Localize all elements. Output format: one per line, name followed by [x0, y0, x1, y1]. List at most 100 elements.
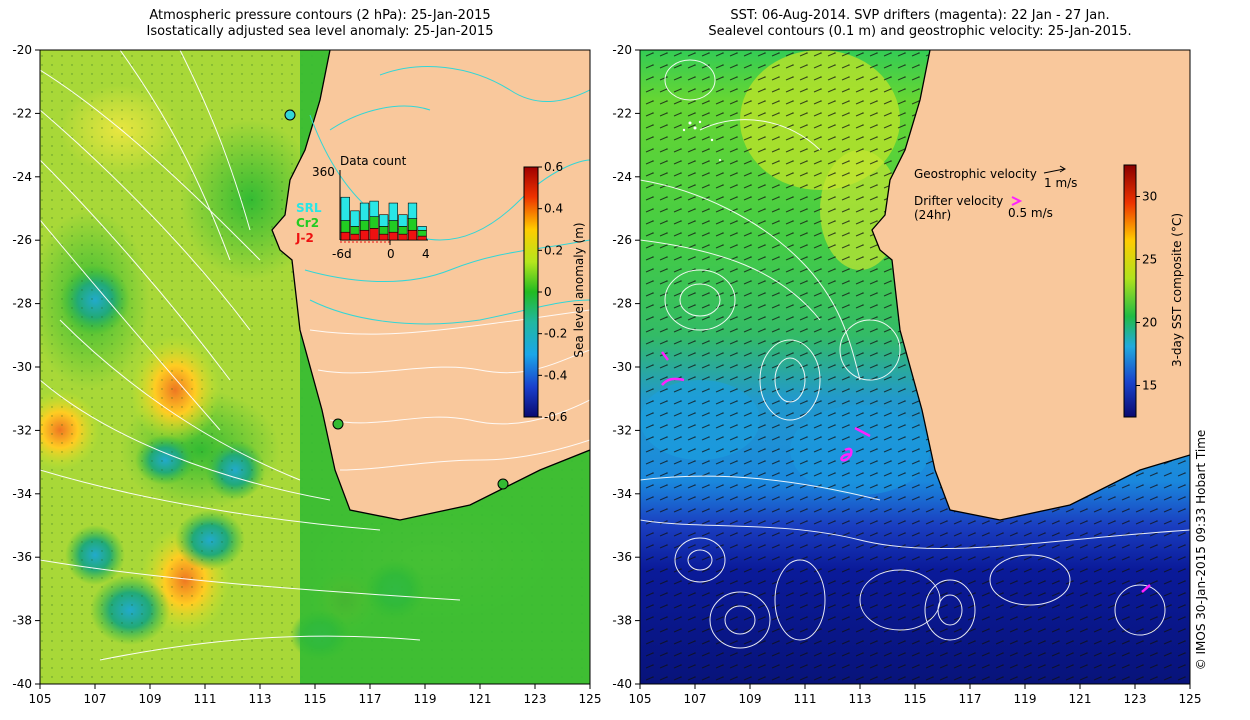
- y-tick-label: -30: [612, 360, 632, 374]
- x-tick-label: 105: [29, 692, 52, 706]
- y-tick-label: -24: [12, 170, 32, 184]
- sla-tick-label: 0: [544, 285, 552, 299]
- inset-ymax-label: 360: [312, 165, 335, 179]
- inset-xlabel-zero: 0: [387, 247, 395, 261]
- y-tick-label: -40: [612, 677, 632, 691]
- inset-bars: [340, 196, 427, 241]
- y-tick-label: -26: [612, 233, 632, 247]
- inset-bar-j2: [398, 233, 408, 241]
- x-tick-label: 113: [249, 692, 272, 706]
- geostrophic-arrow-icon: [1043, 168, 1065, 174]
- sst-colorbar: 30 25 20 15 3-day SST composite (°C): [1123, 164, 1184, 418]
- y-tick-label: -40: [12, 677, 32, 691]
- x-tick-label: 113: [849, 692, 872, 706]
- x-tick-label: 115: [304, 692, 327, 706]
- x-tick-label: 109: [139, 692, 162, 706]
- left-map-title: Atmospheric pressure contours (2 hPa): 2…: [40, 8, 600, 40]
- coastline-right: [871, 50, 1190, 521]
- y-tick-label: -36: [612, 550, 632, 564]
- y-tick-label: -32: [12, 423, 32, 437]
- drifter-velocity-sub: (24hr): [914, 208, 951, 222]
- inset-bar-j2: [340, 231, 350, 241]
- y-tick-label: -32: [612, 423, 632, 437]
- y-tick-label: -22: [612, 106, 632, 120]
- legend-srl: SRL: [296, 201, 322, 215]
- drifter-velocity-value: 0.5 m/s: [1008, 206, 1053, 220]
- x-tick-label: 109: [739, 692, 762, 706]
- x-tick-label: 107: [684, 692, 707, 706]
- inset-bar-srl: [340, 196, 350, 221]
- sla-tick-label: -0.6: [544, 410, 567, 424]
- inset-title: Data count: [340, 154, 407, 168]
- geostrophic-velocity-label: Geostrophic velocity: [914, 167, 1037, 181]
- sst-tick-label: 30: [1142, 190, 1157, 204]
- y-tick-label: -36: [12, 550, 32, 564]
- sla-coastal-band: [292, 50, 590, 684]
- sla-tick-label: 0.2: [544, 243, 563, 257]
- x-tick-label: 121: [1069, 692, 1092, 706]
- y-tick-label: -24: [612, 170, 632, 184]
- svp-drifter-tracks: [661, 351, 1151, 593]
- sla-tick-label: -0.4: [544, 368, 567, 382]
- inset-bar-cr2: [417, 229, 427, 237]
- data-count-inset: Data count 360 -6d 0 4 SRL Cr2 J-2: [295, 154, 430, 261]
- copyright-text: © IMOS 30-Jan-2015 09:33 Hobart Time: [1194, 430, 1208, 671]
- sla-tick-label: 0.4: [544, 202, 563, 216]
- sst-colorbar-label: 3-day SST composite (°C): [1170, 213, 1184, 367]
- inset-bar-j2: [417, 235, 427, 241]
- y-tick-label: -20: [12, 43, 32, 57]
- inset-bar-srl: [359, 202, 370, 221]
- sla-colorbar-label: Sea level anomaly (m): [572, 222, 586, 357]
- coastline: [271, 50, 590, 521]
- x-tick-label: 117: [959, 692, 982, 706]
- sla-tick-label: -0.2: [544, 327, 567, 341]
- inset-bar-cr2: [379, 226, 389, 235]
- y-tick-label: -20: [612, 43, 632, 57]
- inset-bar-cr2: [369, 216, 379, 229]
- y-tick-label: -38: [12, 614, 32, 628]
- drifter-arrow-icon: [1011, 196, 1023, 206]
- right-title-line2: Sealevel contours (0.1 m) and geostrophi…: [708, 24, 1132, 39]
- x-tick-label: 111: [794, 692, 817, 706]
- inset-bar-cr2: [359, 220, 370, 231]
- inset-bar-cr2: [407, 218, 418, 231]
- inset-bar-srl: [398, 214, 408, 227]
- inset-bar-j2: [350, 233, 360, 241]
- sst-tick-label: 15: [1142, 379, 1157, 393]
- pressure-contours: [40, 50, 461, 661]
- right-land: [871, 50, 1190, 521]
- y-tick-label: -28: [12, 297, 32, 311]
- x-tick-label: 119: [1014, 692, 1037, 706]
- y-tick-label: -38: [612, 614, 632, 628]
- right-title-line1: SST: 06-Aug-2014. SVP drifters (magenta)…: [730, 8, 1110, 23]
- inset-bar-cr2: [398, 226, 408, 235]
- left-title-line2: Isostatically adjusted sea level anomaly…: [146, 24, 494, 39]
- inset-bar-srl: [369, 200, 379, 217]
- inset-bar-srl: [388, 202, 398, 221]
- axis-ticks: 105 107 109 111 113 115 117 119 121 123 125 -20 -22 -…: [12, 43, 1201, 706]
- sealevel-contours: [640, 59, 1190, 649]
- inset-bar-srl: [350, 210, 360, 227]
- inset-bar-srl: [379, 214, 389, 227]
- x-tick-label: 125: [579, 692, 602, 706]
- inset-bar-j2: [407, 229, 418, 241]
- x-tick-label: 111: [194, 692, 217, 706]
- geostrophic-velocity-value: 1 m/s: [1044, 176, 1077, 190]
- inset-bar-cr2: [350, 226, 360, 235]
- sla-tick-label: 0.6: [544, 160, 563, 174]
- cloud-flecks: [682, 120, 721, 161]
- inset-bar-j2: [369, 228, 379, 241]
- x-tick-label: 107: [84, 692, 107, 706]
- x-tick-label: 119: [414, 692, 437, 706]
- inset-xlabel-end: 4: [422, 247, 430, 261]
- inset-bar-srl: [407, 202, 418, 219]
- y-tick-label: -26: [12, 233, 32, 247]
- x-tick-label: 125: [1179, 692, 1202, 706]
- y-tick-label: -34: [612, 487, 632, 501]
- inset-bar-srl: [417, 226, 427, 231]
- x-tick-label: 121: [469, 692, 492, 706]
- y-tick-label: -30: [12, 360, 32, 374]
- inset-bar-j2: [359, 229, 370, 241]
- y-tick-label: -28: [612, 297, 632, 311]
